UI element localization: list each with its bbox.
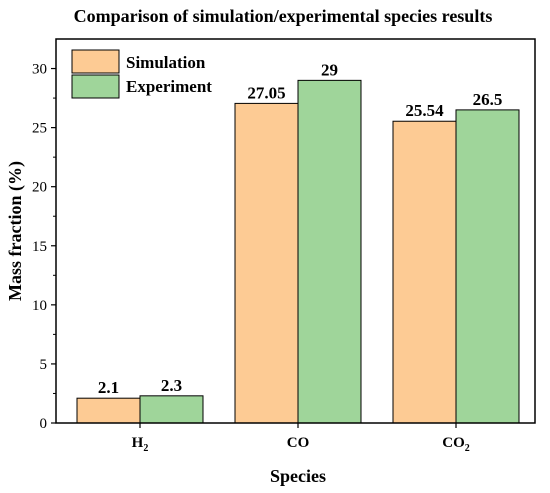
bar-simulation-0 xyxy=(76,397,141,424)
legend-label-simulation: Simulation xyxy=(126,53,206,72)
plot-area-frame xyxy=(55,38,536,424)
x-category-label: H2 xyxy=(132,435,149,454)
y-axis-label: Mass fraction (%) xyxy=(5,161,26,301)
data-label-simulation-0: 2.1 xyxy=(98,378,119,397)
legend: Simulation Experiment xyxy=(71,49,212,99)
bar-experiment-1 xyxy=(297,79,362,424)
y-tick-label: 30 xyxy=(32,62,47,78)
data-label-experiment-2: 26.5 xyxy=(473,90,503,109)
bar-experiment-2 xyxy=(455,109,520,424)
x-axis-label: Species xyxy=(270,466,326,486)
y-axis-ticks: 0 5 10 15 20 25 30 xyxy=(32,62,56,432)
y-tick-label: 10 xyxy=(32,298,47,314)
data-label-simulation-2: 25.54 xyxy=(405,101,444,120)
legend-swatch-simulation xyxy=(71,49,120,74)
x-axis-category-labels: H2 CO CO2 xyxy=(132,423,470,454)
bar-simulation-1 xyxy=(234,102,299,424)
y-tick-label: 15 xyxy=(32,239,47,255)
bars xyxy=(76,79,520,424)
bar-experiment-0 xyxy=(139,395,204,424)
y-tick-label: 20 xyxy=(32,180,47,196)
data-label-experiment-0: 2.3 xyxy=(161,376,182,395)
legend-label-experiment: Experiment xyxy=(126,77,212,96)
data-labels: 2.1 2.3 27.05 29 25.54 26.5 xyxy=(98,60,503,397)
data-label-experiment-1: 29 xyxy=(321,60,338,79)
bar-simulation-2 xyxy=(392,120,457,424)
y-tick-label: 0 xyxy=(40,416,48,432)
data-label-simulation-1: 27.05 xyxy=(247,83,285,102)
chart-title: Comparison of simulation/experimental sp… xyxy=(74,6,493,26)
x-category-label: CO2 xyxy=(442,435,470,454)
legend-swatch-experiment xyxy=(71,74,120,99)
y-tick-label: 25 xyxy=(32,121,47,137)
x-category-label: CO xyxy=(287,435,310,451)
y-tick-label: 5 xyxy=(40,357,48,373)
